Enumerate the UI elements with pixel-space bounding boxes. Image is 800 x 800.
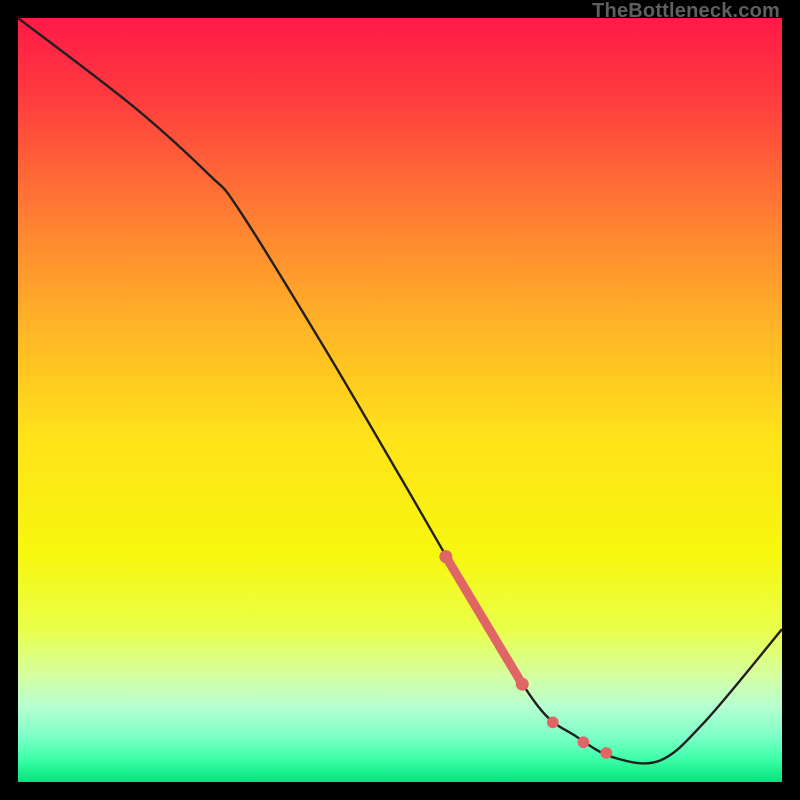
- plot-area: [18, 18, 782, 782]
- highlight-segment: [439, 550, 612, 759]
- highlight-marker: [439, 550, 452, 563]
- highlight-marker: [600, 747, 612, 759]
- chart-container: TheBottleneck.com: [0, 0, 800, 800]
- highlight-marker: [578, 736, 590, 748]
- watermark-text: TheBottleneck.com: [592, 0, 780, 23]
- curve-line: [18, 18, 782, 763]
- bottleneck-curve: [18, 18, 782, 782]
- highlight-line: [446, 557, 522, 685]
- highlight-marker: [547, 717, 559, 729]
- highlight-marker: [516, 678, 529, 691]
